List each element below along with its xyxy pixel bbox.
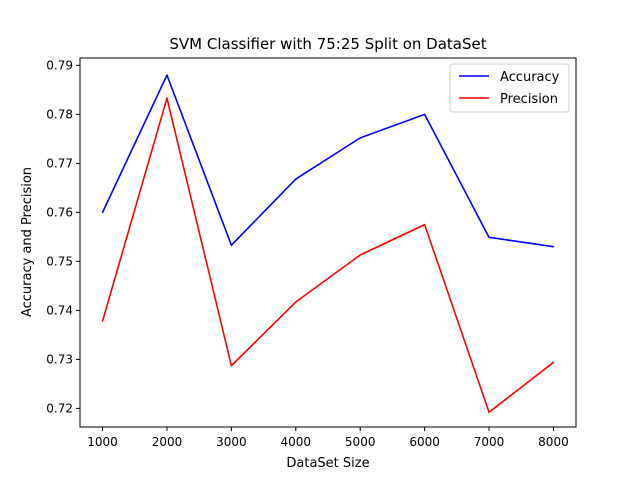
y-tick-label: 0.77 bbox=[46, 156, 73, 170]
chart-title: SVM Classifier with 75:25 Split on DataS… bbox=[169, 35, 486, 53]
legend: Accuracy Precision bbox=[449, 63, 570, 113]
x-tick-label: 5000 bbox=[345, 435, 376, 449]
y-tick-label: 0.78 bbox=[46, 107, 73, 121]
x-tick-label: 7000 bbox=[474, 435, 505, 449]
legend-label-precision: Precision bbox=[500, 92, 558, 107]
y-tick-label: 0.74 bbox=[46, 303, 73, 317]
x-axis-label: DataSet Size bbox=[286, 456, 369, 471]
y-axis-ticks: 0.72 0.73 0.74 0.75 0.76 0.77 0.78 0.79 bbox=[46, 58, 80, 415]
plot-frame bbox=[79, 57, 577, 428]
x-axis-ticks: 1000 2000 3000 4000 5000 6000 7000 8000 bbox=[87, 427, 569, 449]
y-tick-label: 0.72 bbox=[46, 401, 73, 415]
x-tick-label: 3000 bbox=[216, 435, 247, 449]
x-tick-label: 6000 bbox=[409, 435, 440, 449]
y-tick-label: 0.76 bbox=[46, 205, 73, 219]
y-tick-label: 0.79 bbox=[46, 58, 73, 72]
plot-background bbox=[80, 58, 576, 427]
x-tick-label: 8000 bbox=[538, 435, 569, 449]
series-layer bbox=[101, 74, 555, 414]
y-axis-label: Accuracy and Precision bbox=[20, 167, 35, 317]
x-tick-label: 1000 bbox=[87, 435, 118, 449]
plot-area bbox=[79, 57, 577, 428]
x-tick-label: 2000 bbox=[152, 435, 183, 449]
x-tick-label: 4000 bbox=[281, 435, 312, 449]
y-tick-label: 0.73 bbox=[46, 352, 73, 366]
y-tick-label: 0.75 bbox=[46, 254, 73, 268]
series-line-precision bbox=[101, 97, 555, 414]
series-line-accuracy bbox=[101, 74, 555, 248]
legend-label-accuracy: Accuracy bbox=[500, 70, 560, 85]
